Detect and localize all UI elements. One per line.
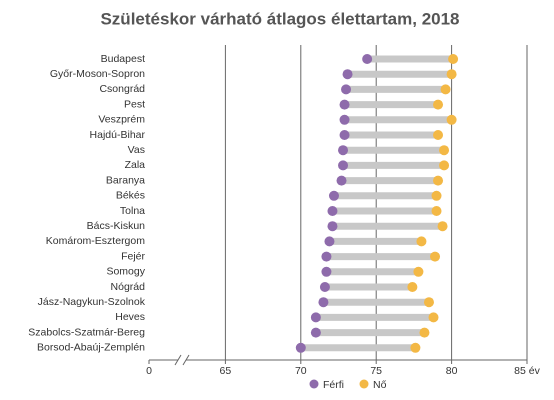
legend-marker	[309, 379, 319, 389]
x-tick-label: 65	[220, 365, 232, 377]
category-label: Budapest	[101, 53, 145, 65]
dot	[446, 69, 457, 80]
dot	[407, 282, 418, 292]
dot	[428, 312, 439, 323]
dot	[423, 297, 434, 308]
x-tick-label: 70	[295, 365, 307, 377]
dot	[410, 342, 421, 353]
dot	[324, 236, 335, 247]
dot	[413, 266, 424, 277]
dot	[339, 99, 350, 110]
x-tick-label: 80	[446, 365, 458, 377]
dot	[310, 327, 321, 338]
dot	[338, 145, 349, 156]
dot	[419, 327, 430, 338]
category-label: Heves	[115, 311, 145, 323]
category-label: Hajdú-Bihar	[90, 129, 146, 141]
dot	[433, 99, 444, 110]
category-label: Tolna	[120, 205, 145, 217]
dot	[318, 297, 329, 308]
axis-break-mark	[182, 354, 190, 366]
category-label: Bács-Kiskun	[87, 220, 146, 232]
category-label: Jász-Nagykun-Szolnok	[38, 296, 146, 308]
axis-break	[178, 357, 186, 363]
dot	[339, 114, 350, 125]
category-label: Veszprém	[98, 114, 145, 126]
legend-label: Nő	[373, 379, 387, 391]
chart-title: Születéskor várható átlagos élettartam, …	[100, 9, 459, 28]
dot	[338, 160, 349, 171]
legend-marker	[359, 379, 369, 389]
category-label: Szabolcs-Szatmár-Bereg	[28, 326, 145, 338]
category-label: Zala	[125, 159, 146, 171]
dot	[437, 221, 448, 232]
dot	[431, 190, 442, 201]
dot	[362, 54, 373, 64]
dot	[327, 206, 338, 216]
category-label: Nógrád	[111, 281, 146, 293]
dot	[339, 130, 350, 140]
dot	[433, 130, 444, 140]
dot	[336, 175, 347, 186]
x-tick-label: 85 év	[514, 365, 540, 377]
dot	[327, 221, 338, 232]
dot	[342, 69, 353, 80]
category-label: Vas	[128, 144, 145, 156]
dot	[446, 114, 457, 125]
dot	[295, 342, 306, 353]
x-tick-label: 0	[146, 365, 152, 377]
dot	[328, 190, 339, 201]
dot	[341, 84, 352, 95]
category-label: Somogy	[106, 266, 145, 278]
dot	[439, 145, 450, 156]
dot	[448, 54, 459, 64]
dot	[321, 251, 332, 262]
axis-break-mark	[174, 354, 182, 366]
dot	[319, 282, 330, 292]
category-label: Csongrád	[99, 83, 145, 95]
dot	[440, 84, 451, 95]
category-label: Komárom-Esztergom	[46, 235, 145, 247]
category-label: Békés	[116, 190, 145, 202]
category-label: Borsod-Abaúj-Zemplén	[37, 342, 145, 354]
dot	[431, 206, 442, 216]
dot	[433, 175, 444, 186]
dot	[430, 251, 441, 262]
dot	[321, 266, 332, 277]
legend-label: Férfi	[323, 379, 344, 391]
category-label: Pest	[124, 98, 145, 110]
category-label: Fejér	[121, 250, 145, 262]
dot	[416, 236, 427, 247]
dot	[310, 312, 321, 323]
x-tick-label: 75	[370, 365, 382, 377]
category-label: Győr-Moson-Sopron	[50, 68, 145, 80]
category-label: Baranya	[106, 174, 145, 186]
dot	[439, 160, 450, 171]
